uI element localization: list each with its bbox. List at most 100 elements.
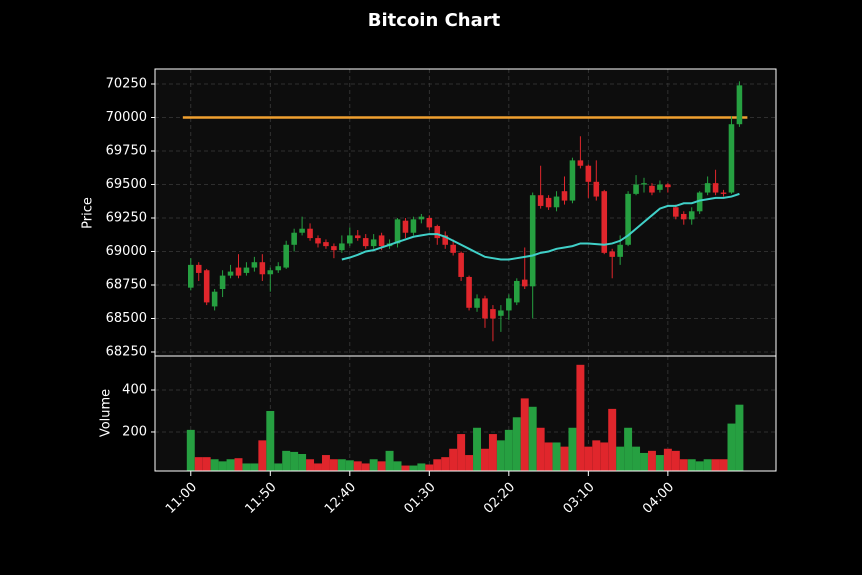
- volume-bar: [727, 423, 736, 471]
- volume-bar: [536, 427, 545, 471]
- volume-bar: [584, 446, 593, 471]
- y-tick-label: 68500: [106, 311, 147, 326]
- candle-body: [609, 251, 615, 257]
- volume-bar: [385, 450, 394, 471]
- candle-body: [498, 310, 504, 316]
- candle-body: [339, 243, 345, 251]
- candle-body: [696, 192, 703, 212]
- candle-body: [187, 264, 194, 288]
- volume-bar: [274, 463, 283, 471]
- candle-body: [577, 160, 584, 166]
- volume-bar: [337, 459, 346, 471]
- volume-bar: [329, 459, 338, 471]
- volume-bar: [655, 455, 664, 471]
- candle-body: [617, 244, 623, 257]
- y-tick-label: 69750: [106, 144, 147, 159]
- candle-body: [347, 235, 353, 244]
- candle-body: [561, 191, 568, 201]
- volume-bar: [512, 417, 521, 471]
- candle-body: [323, 242, 329, 247]
- volume-bar: [592, 440, 601, 471]
- candle-body: [720, 192, 727, 194]
- volume-bar: [632, 446, 641, 471]
- candle-body: [418, 216, 425, 220]
- candle-body: [267, 270, 274, 275]
- volume-bar: [298, 454, 307, 471]
- candle-body: [434, 226, 441, 239]
- candle-body: [442, 235, 449, 245]
- candle-body: [736, 85, 743, 125]
- candle-body: [211, 291, 218, 307]
- candle-body: [195, 264, 202, 273]
- candle-body: [394, 219, 401, 244]
- candle-body: [426, 217, 433, 228]
- candle-body: [537, 195, 544, 206]
- volume-bar: [361, 463, 370, 471]
- volume-bar: [711, 459, 720, 471]
- candle-body: [585, 165, 592, 182]
- candle-body: [466, 276, 472, 308]
- volume-bar: [218, 461, 227, 471]
- candle-body: [315, 238, 321, 244]
- chart-title: Bitcoin Chart: [368, 10, 501, 31]
- volume-bar: [735, 404, 744, 471]
- volume-bar: [449, 448, 458, 471]
- volume-bar: [417, 463, 426, 471]
- volume-bar: [481, 448, 489, 471]
- candle-body: [450, 244, 456, 253]
- volume-bar: [568, 427, 577, 471]
- volume-bar: [640, 452, 648, 471]
- y2-tick-label: 400: [122, 382, 147, 397]
- candle-body: [728, 124, 735, 193]
- candle-body: [688, 211, 695, 220]
- volume-bar: [401, 465, 410, 471]
- volume-bar: [210, 459, 219, 471]
- candle-body: [219, 275, 226, 290]
- y2-tick-label: 200: [122, 424, 147, 439]
- volume-bar: [457, 434, 466, 471]
- volume-bar: [258, 440, 267, 471]
- volume-bar: [242, 463, 251, 471]
- candle-body: [625, 193, 631, 245]
- volume-bar: [663, 448, 672, 471]
- volume-bar: [703, 459, 712, 471]
- candle-body: [402, 220, 409, 233]
- volume-bar: [616, 446, 625, 471]
- candle-body: [649, 185, 655, 193]
- volume-bar: [282, 450, 291, 471]
- candle-body: [378, 235, 385, 247]
- candle-body: [370, 239, 377, 247]
- candle-body: [251, 262, 258, 268]
- volume-bar: [290, 451, 299, 471]
- volume-bar: [202, 457, 211, 471]
- candle-body: [410, 219, 417, 233]
- volume-bar: [314, 463, 322, 471]
- volume-bar: [695, 461, 704, 471]
- y-tick-label: 68250: [106, 344, 147, 359]
- candle-body: [521, 279, 528, 287]
- candle-body: [633, 184, 639, 194]
- volume-bar: [425, 464, 434, 471]
- volume-bar: [441, 457, 450, 471]
- volume-bar: [488, 434, 497, 471]
- candle-body: [203, 270, 210, 303]
- candle-body: [283, 244, 289, 268]
- candle-body: [299, 228, 305, 233]
- volume-bar: [552, 442, 561, 471]
- candle-body: [259, 262, 266, 275]
- volume-bar: [496, 440, 505, 471]
- y-tick-label: 69000: [106, 244, 147, 259]
- y-tick-label: 70250: [106, 77, 147, 92]
- candle-body: [569, 160, 576, 201]
- volume-bar: [624, 427, 633, 471]
- volume-bar: [433, 459, 442, 471]
- volume-bar: [377, 461, 386, 471]
- price-panel: [155, 69, 776, 356]
- volume-bar: [409, 465, 418, 471]
- volume-bar: [679, 459, 688, 471]
- volume-bar: [226, 459, 235, 471]
- candle-body: [553, 196, 560, 208]
- candle-body: [529, 195, 536, 287]
